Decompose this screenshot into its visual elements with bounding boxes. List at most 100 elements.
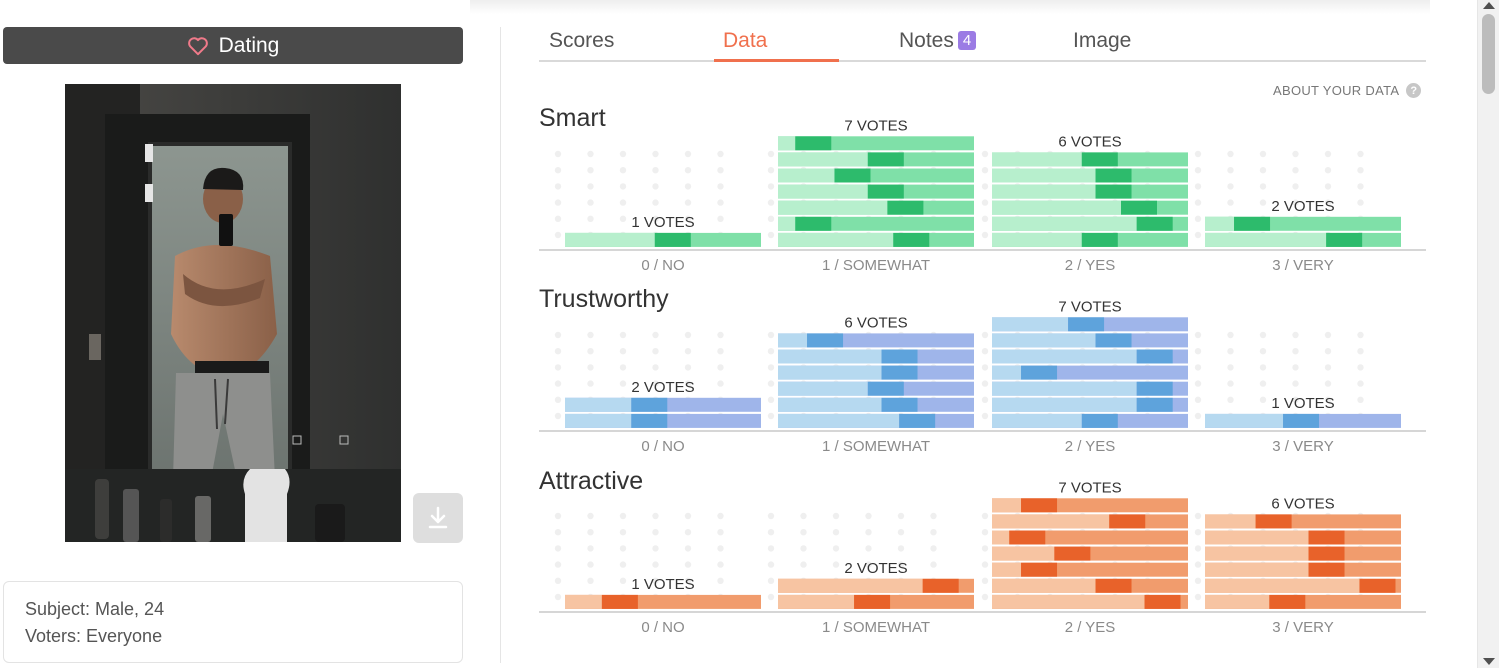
scroll-up-arrow-icon[interactable] <box>1483 2 1495 9</box>
vote-bar-light <box>778 184 868 199</box>
grid-dot <box>1292 331 1299 339</box>
download-button[interactable] <box>413 493 463 543</box>
vote-count-label: 1 VOTES <box>1271 395 1334 412</box>
grid-dot <box>587 545 594 552</box>
category-tick-label: 1 / SOMEWHAT <box>822 619 930 636</box>
vote-marker <box>601 594 638 609</box>
grid-dot <box>717 348 724 355</box>
vote-bar-light <box>778 152 868 167</box>
vertical-scrollbar[interactable] <box>1477 0 1499 668</box>
grid-dot <box>767 231 775 239</box>
vote-marker <box>1081 232 1118 247</box>
grid-dot <box>1259 150 1267 158</box>
grid-dot <box>652 215 659 222</box>
vote-bar-light <box>992 530 1010 545</box>
vote-count-label: 6 VOTES <box>1271 495 1334 512</box>
about-your-data-link[interactable]: ABOUT YOUR DATA ? <box>1273 83 1422 98</box>
grid-dot <box>684 561 692 568</box>
vote-bar-light <box>992 578 1096 593</box>
grid-dot <box>619 348 627 355</box>
grid-dot <box>865 512 872 520</box>
grid-dot <box>652 348 659 355</box>
about-your-data-label: ABOUT YOUR DATA <box>1273 83 1400 98</box>
grid-dot <box>652 512 659 520</box>
grid-dot <box>1324 331 1332 339</box>
grid-dot <box>1259 380 1267 387</box>
grid-dot <box>1194 561 1202 568</box>
category-tick-label: 0 / NO <box>641 438 684 455</box>
vote-bar-light <box>992 562 1022 577</box>
grid-dot <box>800 529 807 536</box>
vote-bar-light <box>1205 216 1235 231</box>
grid-dot <box>832 545 840 552</box>
grid-dot <box>1194 577 1202 584</box>
category-label: Dating <box>218 33 280 57</box>
vote-marker <box>1081 152 1118 167</box>
grid-dot <box>554 215 562 222</box>
chart-attractive: 1 VOTES 0 / NO 2 VOTES 1 / SOMEWHAT 7 VOTES 2… <box>539 479 1426 636</box>
vote-marker <box>1308 530 1345 545</box>
vote-count-label: 1 VOTES <box>631 214 694 231</box>
grid-dot <box>554 364 562 371</box>
vote-bar-light <box>778 578 923 593</box>
grid-dot <box>981 183 989 190</box>
vote-bar-light <box>992 514 1110 529</box>
heart-icon <box>187 36 208 55</box>
grid-dot <box>981 331 989 339</box>
tab-scores[interactable]: Scores <box>549 29 615 52</box>
grid-dot <box>1227 348 1234 355</box>
grid-dot <box>587 512 594 520</box>
vote-marker <box>1095 184 1132 199</box>
category-tick-label: 0 / NO <box>641 619 684 636</box>
active-tab-indicator <box>714 59 839 62</box>
vote-bar-light <box>992 594 1145 609</box>
grid-dot <box>1227 331 1234 339</box>
scrollbar-thumb[interactable] <box>1482 14 1495 94</box>
grid-dot <box>554 396 562 403</box>
grid-dot <box>554 348 562 355</box>
grid-dot <box>1324 348 1332 355</box>
grid-dot <box>1292 150 1299 158</box>
scroll-down-arrow-icon[interactable] <box>1483 658 1495 665</box>
tab-data[interactable]: Data <box>723 29 768 52</box>
category-tick-label: 1 / SOMEWHAT <box>822 257 930 274</box>
vote-count-label: 6 VOTES <box>1058 133 1121 150</box>
vote-bar-light <box>1205 578 1360 593</box>
grid-dot <box>981 150 989 158</box>
vote-marker <box>654 232 691 247</box>
grid-dot <box>554 561 562 568</box>
grid-dot <box>1227 183 1234 190</box>
grid-dot <box>1259 183 1267 190</box>
grid-dot <box>1292 364 1299 371</box>
grid-dot <box>930 529 937 536</box>
grid-dot <box>981 348 989 355</box>
category-tick-label: 1 / SOMEWHAT <box>822 438 930 455</box>
grid-dot <box>981 593 989 601</box>
grid-dot <box>1292 396 1299 403</box>
vote-marker <box>631 397 668 412</box>
vote-bar-light <box>1205 594 1270 609</box>
grid-dot <box>554 183 562 190</box>
grid-dot <box>619 512 627 520</box>
grid-dot <box>1357 150 1364 158</box>
grid-dot <box>1292 380 1299 387</box>
grid-dot <box>619 561 627 568</box>
vote-bar-light <box>565 413 632 428</box>
category-tick-label: 2 / YES <box>1065 619 1116 636</box>
grid-dot <box>981 545 989 552</box>
vote-marker <box>1095 168 1132 183</box>
tab-image[interactable]: Image <box>1073 29 1132 52</box>
grid-dot <box>619 529 627 536</box>
grid-dot <box>1357 199 1364 206</box>
grid-dot <box>717 577 724 584</box>
grid-dot <box>981 396 989 403</box>
grid-dot <box>981 215 989 222</box>
grid-dot <box>800 561 807 568</box>
grid-dot <box>767 412 775 420</box>
vote-marker <box>1068 317 1105 332</box>
vote-marker <box>1095 578 1132 593</box>
grid-dot <box>930 512 937 520</box>
grid-dot <box>1194 215 1202 222</box>
grid-dot <box>684 348 692 355</box>
tab-notes[interactable]: Notes 4 <box>899 29 977 53</box>
